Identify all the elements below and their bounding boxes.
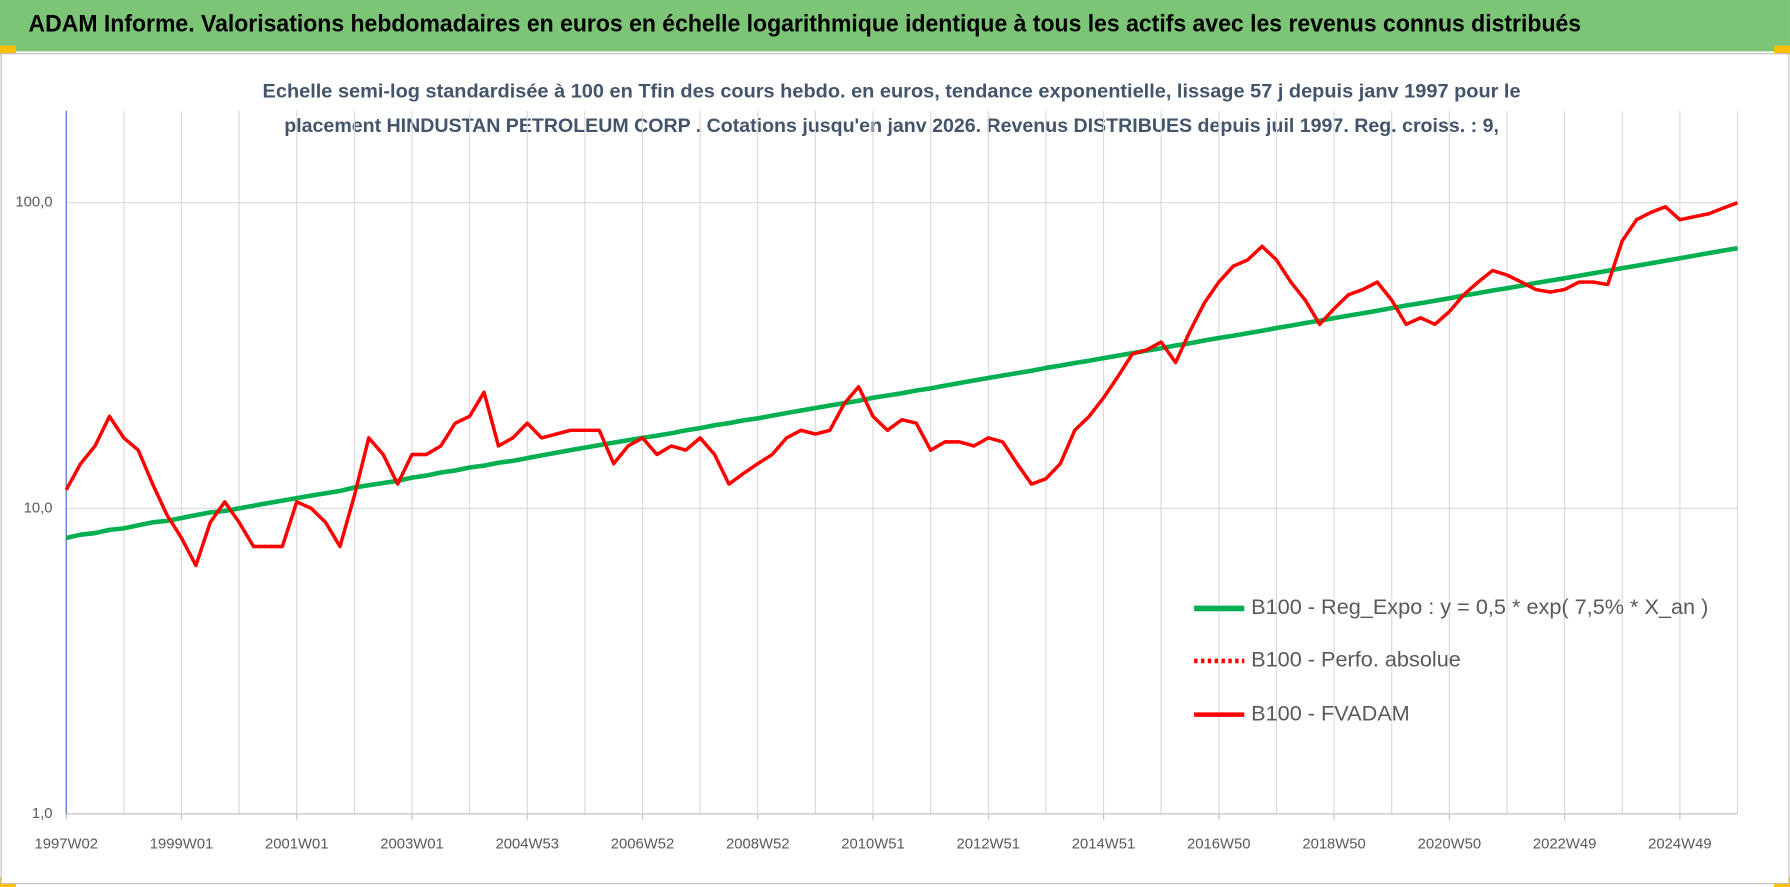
- x-tick-label: 2003W01: [380, 837, 443, 853]
- legend-label: B100 - Reg_Expo : y = 0,5 * exp( 7,5% * …: [1251, 594, 1708, 619]
- series-line: [65, 245, 1738, 541]
- chart-subtitle: placement HINDUSTAN PETROLEUM CORP . Cot…: [284, 115, 1499, 137]
- corner-accent: [0, 45, 16, 55]
- legend-label: B100 - FVADAM: [1251, 700, 1410, 725]
- y-tick-label: 100,0: [15, 195, 52, 211]
- x-tick-label: 1999W01: [150, 837, 213, 853]
- x-tick-label: 2018W50: [1302, 837, 1365, 853]
- header-bar: [0, 0, 1790, 52]
- chart-subtitle: Echelle semi-log standardisée à 100 en T…: [263, 81, 1521, 103]
- x-tick-label: 2006W52: [611, 837, 674, 853]
- x-tick-label: 2020W50: [1418, 837, 1481, 853]
- y-tick-label: 1,0: [32, 806, 53, 822]
- x-tick-label: 1997W02: [34, 837, 97, 853]
- legend-label: B100 - Perfo. absolue: [1251, 647, 1461, 672]
- plot-area: 1,0 10,0 100,0 1997W02 1999W01 2001W01 2003W01…: [15, 110, 1739, 853]
- x-tick-label: 2001W01: [265, 837, 328, 853]
- x-tick-label: 2024W49: [1648, 837, 1711, 853]
- x-tick-label: 2016W50: [1187, 837, 1250, 853]
- chart-frame: [0, 53, 1790, 885]
- x-tick-label: 2010W51: [841, 837, 904, 853]
- page-title: ADAM Informe. Valorisations hebdomadaire…: [29, 10, 1582, 37]
- x-tick-label: 2022W49: [1533, 837, 1596, 853]
- y-tick-label: 10,0: [24, 500, 53, 516]
- x-tick-label: 2012W51: [957, 837, 1020, 853]
- x-tick-label: 2004W53: [496, 837, 559, 853]
- series-line: [64, 201, 1739, 568]
- corner-accent: [1774, 45, 1790, 55]
- x-tick-label: 2014W51: [1072, 837, 1135, 853]
- x-tick-label: 2008W52: [726, 837, 789, 853]
